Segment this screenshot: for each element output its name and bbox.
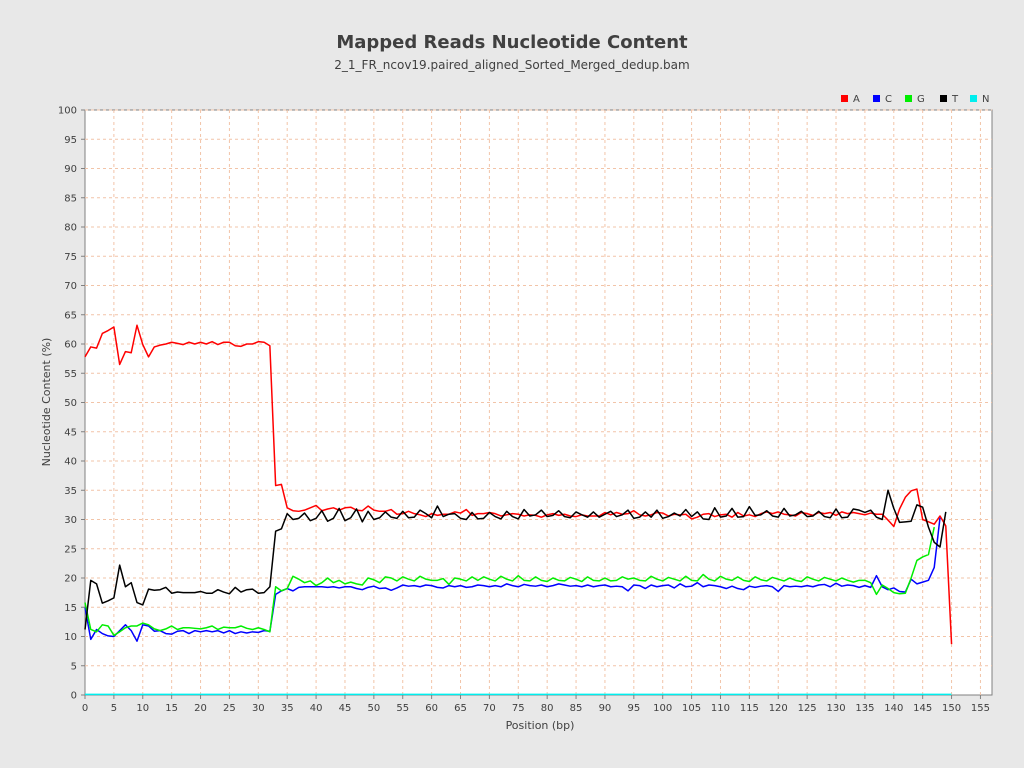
x-tick-label: 25 [223,703,236,714]
series-line-T [84,489,947,630]
y-tick-label: 65 [64,310,77,321]
y-tick-label: 85 [64,193,77,204]
x-tick-label: 90 [599,703,612,714]
y-tick-label: 75 [64,252,77,263]
y-tick-label: 35 [64,486,77,497]
x-tick-label: 135 [855,703,874,714]
y-axis: 0 5 10 15 20 25 30 35 40 45 50 55 60 65 70 75 80 85 90 95 10… [58,106,85,702]
x-tick-label: 60 [425,703,438,714]
y-tick-label: 15 [64,603,77,614]
legend-swatch-N [970,95,977,102]
x-tick-label: 20 [194,703,207,714]
y-tick-label: 80 [64,223,77,234]
y-tick-label: 70 [64,281,77,292]
x-tick-label: 10 [136,703,149,714]
x-tick-label: 110 [711,703,730,714]
x-tick-label: 45 [339,703,352,714]
x-axis-label: Position (bp) [506,719,575,732]
x-tick-label: 85 [570,703,583,714]
x-tick-label: 55 [396,703,409,714]
x-axis: 0 5 10 15 20 25 30 35 40 45 50 55 60 65 70 75 80 85 90 95 10… [82,695,990,714]
y-tick-label: 95 [64,135,77,146]
x-tick-label: 150 [942,703,961,714]
x-tick-label: 30 [252,703,265,714]
y-tick-label: 5 [71,661,77,672]
legend-label-N: N [982,94,989,105]
chart-subtitle: 2_1_FR_ncov19.paired_aligned_Sorted_Merg… [334,58,689,72]
series-line-A [84,324,953,645]
y-tick-label: 55 [64,369,77,380]
x-tick-label: 145 [913,703,932,714]
series-line-C [84,517,941,642]
x-tick-label: 15 [165,703,178,714]
x-tick-label: 80 [541,703,554,714]
y-tick-label: 90 [64,164,77,175]
legend-label-C: C [885,94,892,105]
y-tick-label: 60 [64,340,77,351]
x-tick-label: 50 [367,703,380,714]
x-tick-label: 120 [769,703,788,714]
y-axis-label: Nucleotide Content (%) [40,338,53,467]
legend-label-T: T [951,94,959,105]
legend-swatch-G [905,95,912,102]
grid-lines [85,109,992,695]
x-tick-label: 140 [884,703,903,714]
x-tick-label: 75 [512,703,525,714]
x-tick-label: 5 [111,703,117,714]
legend-swatch-C [873,95,880,102]
legend-swatch-T [940,95,947,102]
x-tick-label: 105 [682,703,701,714]
y-tick-label: 40 [64,457,77,468]
y-tick-label: 100 [58,106,77,117]
series-line-G [84,526,935,637]
x-tick-label: 0 [82,703,88,714]
x-tick-label: 100 [653,703,672,714]
y-tick-label: 25 [64,544,77,555]
y-tick-label: 10 [64,632,77,643]
legend-swatch-A [841,95,848,102]
x-tick-label: 130 [826,703,845,714]
chart-title: Mapped Reads Nucleotide Content [336,32,688,53]
x-tick-label: 115 [740,703,759,714]
y-tick-label: 45 [64,427,77,438]
y-tick-label: 20 [64,574,77,585]
series-layer [84,324,953,696]
x-tick-label: 35 [281,703,294,714]
x-tick-label: 155 [971,703,990,714]
y-tick-label: 50 [64,398,77,409]
x-tick-label: 95 [627,703,640,714]
y-tick-label: 30 [64,515,77,526]
legend-label-A: A [853,94,860,105]
x-tick-label: 70 [483,703,496,714]
x-tick-label: 65 [454,703,467,714]
x-tick-label: 125 [798,703,817,714]
y-tick-label: 0 [71,691,77,702]
legend-label-G: G [917,94,925,105]
x-tick-label: 40 [310,703,323,714]
